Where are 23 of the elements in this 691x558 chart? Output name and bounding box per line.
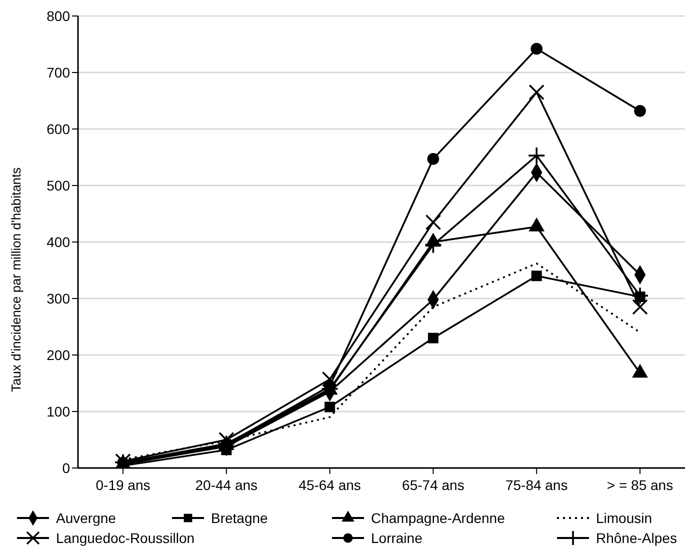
y-tick-label: 300 [46, 290, 70, 306]
legend-label: Rhône-Alpes [596, 530, 677, 546]
y-tick-label: 500 [46, 177, 70, 194]
y-tick-label: 0 [62, 460, 70, 476]
legend-label: Lorraine [371, 530, 422, 546]
y-axis-title: Taux d'incidence par million d'habitants [8, 166, 24, 392]
x-tick-label: 0-19 ans [96, 476, 150, 493]
y-tick-label: 200 [46, 346, 70, 363]
x-tick-label: 45-64 ans [298, 476, 361, 493]
x-tick-label: 20-44 ans [195, 476, 258, 493]
y-tick-label: 400 [46, 234, 70, 250]
x-tick-label: 65-74 ans [402, 476, 464, 493]
x-tick-label: > = 85 ans [606, 476, 674, 493]
y-tick-label: 800 [46, 8, 70, 24]
y-tick-label: 600 [46, 120, 70, 137]
legend-label: Champagne-Ardenne [371, 510, 505, 526]
legend-label: Auvergne [56, 510, 116, 526]
y-tick-label: 100 [46, 403, 70, 420]
legend-label: Languedoc-Roussillon [56, 530, 195, 546]
y-tick-label: 700 [46, 64, 70, 80]
legend-label: Limousin [596, 510, 652, 526]
x-tick-label: 75-84 ans [505, 476, 568, 493]
legend-label: Bretagne [211, 510, 268, 526]
